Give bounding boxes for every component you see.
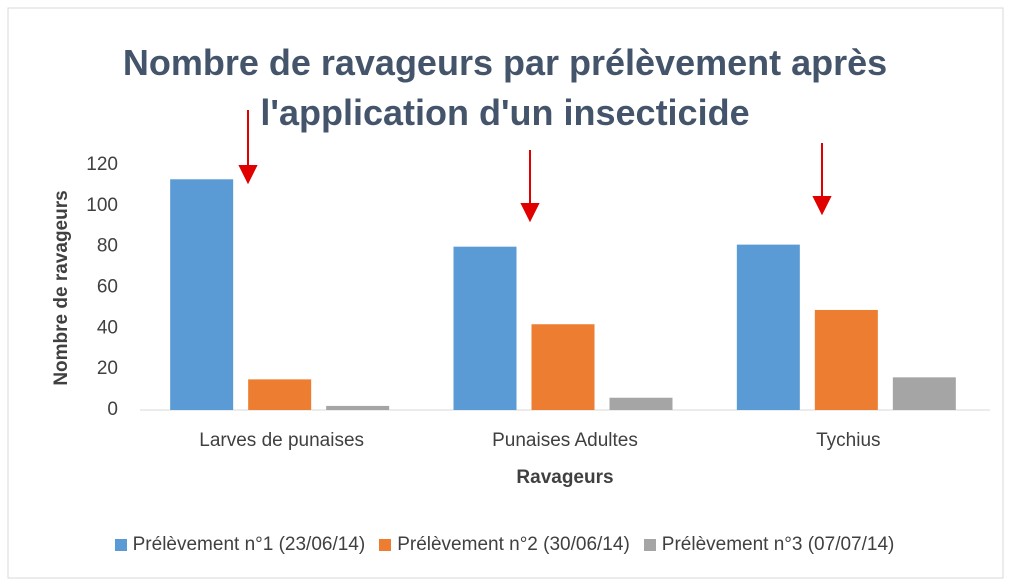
y-tick-label: 0 [107,399,118,420]
y-tick-label: 40 [97,317,118,338]
bar [892,377,956,410]
legend-swatch [379,539,392,551]
x-tick-label: Larves de punaises [199,430,364,451]
y-tick-label: 60 [97,277,118,298]
bar [736,244,800,410]
bar [248,379,312,410]
legend-label: Prélèvement n°1 (23/06/14) [132,534,366,555]
y-tick-label: 120 [86,154,118,175]
y-tick-label: 100 [86,195,118,216]
y-tick-label: 80 [97,236,118,257]
arrow-head [238,165,258,185]
x-tick-label: Tychius [816,430,880,451]
bar [531,324,595,410]
arrow-head [812,196,832,216]
legend-label: Prélèvement n°2 (30/06/14) [397,534,630,555]
bar [609,397,673,410]
x-axis-label: Ravageurs [516,467,613,488]
legend-item: Prélèvement n°2 (30/06/14) [379,534,630,556]
bar [326,405,390,410]
bar [814,309,878,410]
legend-swatch [114,539,127,551]
annotation-arrows [238,110,832,223]
chart-title: Nombre de ravageurs par prélèvement aprè… [122,42,888,133]
y-tick-label: 20 [97,358,118,379]
legend-item: Prélèvement n°3 (07/07/14) [643,534,895,556]
x-tick-label: Punaises Adultes [492,430,638,451]
bar [170,179,234,410]
y-axis-label: Nombre de ravageurs [51,190,72,385]
legend: Prélèvement n°1 (23/06/14) Prélèvement n°… [0,534,1009,556]
arrow-head [520,203,540,223]
legend-item: Prélèvement n°1 (23/06/14) [114,534,366,556]
legend-swatch [643,539,656,551]
bar [453,246,517,410]
legend-label: Prélèvement n°3 (07/07/14) [661,534,895,555]
